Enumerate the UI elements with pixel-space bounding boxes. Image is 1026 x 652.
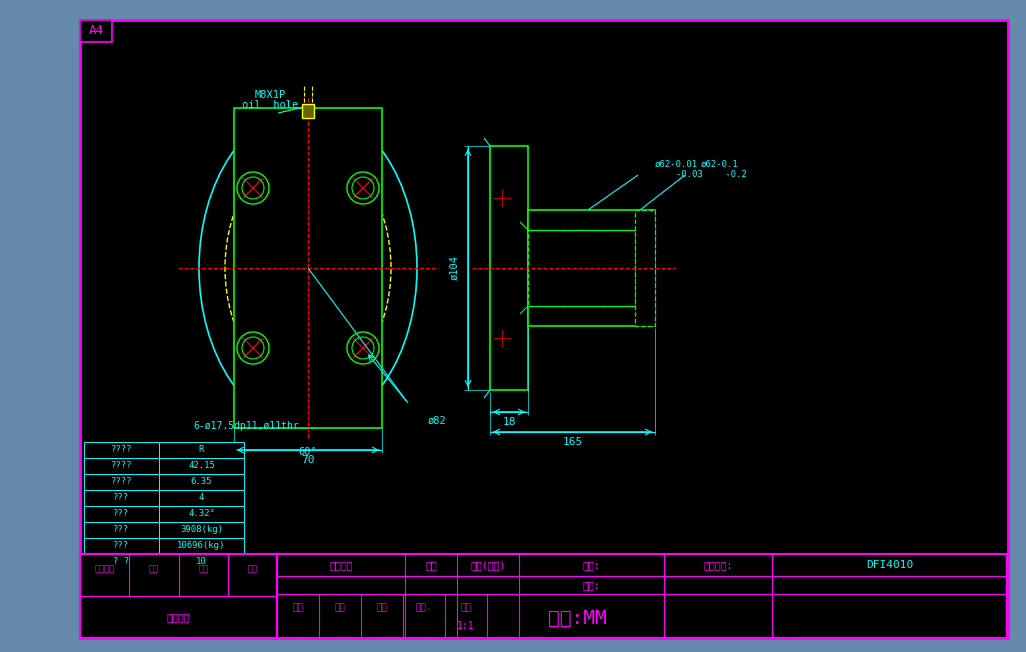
Text: 材料:: 材料:: [583, 580, 600, 590]
Bar: [84, 490, 159, 506]
Bar: [528, 230, 635, 306]
Text: 18: 18: [503, 417, 516, 427]
Text: R: R: [199, 445, 204, 454]
Text: 3908(kg): 3908(kg): [180, 526, 223, 535]
Bar: [159, 538, 244, 554]
Bar: [84, 554, 159, 570]
Bar: [80, 20, 112, 42]
Text: 绘图: 绘图: [292, 604, 304, 613]
Text: 参考图号:: 参考图号:: [703, 560, 733, 570]
Text: 6.35: 6.35: [191, 477, 212, 486]
Text: ????: ????: [111, 445, 132, 454]
Text: 日期: 日期: [198, 565, 208, 574]
Text: ???: ???: [114, 509, 129, 518]
Text: 单位:MM: 单位:MM: [548, 609, 606, 628]
Text: 客户确认: 客户确认: [167, 612, 190, 622]
Text: ø82: ø82: [428, 416, 446, 426]
Text: 4: 4: [199, 494, 204, 503]
Text: 比例: 比例: [461, 604, 471, 613]
Text: ? ?: ? ?: [114, 557, 129, 567]
Text: ????: ????: [111, 462, 132, 471]
Text: 165: 165: [562, 437, 583, 447]
Text: 审核: 审核: [377, 604, 388, 613]
Text: 4.32°: 4.32°: [188, 509, 214, 518]
Bar: [302, 104, 314, 118]
Bar: [234, 108, 382, 428]
Text: ø104: ø104: [449, 256, 459, 280]
Text: ø62-0.1
      -0.2: ø62-0.1 -0.2: [694, 159, 747, 179]
Text: ???: ???: [114, 542, 129, 550]
Bar: [84, 458, 159, 474]
Text: 6-ø17.5dp11,ø11thr: 6-ø17.5dp11,ø11thr: [193, 421, 299, 431]
Bar: [84, 522, 159, 538]
Text: 10: 10: [196, 557, 207, 567]
Text: 更改标记: 更改标记: [94, 565, 115, 574]
Text: M8X1P: M8X1P: [254, 90, 285, 100]
Text: 日期: 日期: [425, 560, 437, 570]
Bar: [84, 474, 159, 490]
Bar: [159, 554, 244, 570]
Text: DFI4010: DFI4010: [866, 560, 913, 570]
Bar: [159, 458, 244, 474]
Text: 数量(单台): 数量(单台): [470, 560, 506, 570]
Text: 视角.: 视角.: [416, 604, 432, 613]
Bar: [159, 442, 244, 458]
Bar: [159, 490, 244, 506]
Bar: [159, 522, 244, 538]
Text: ????: ????: [111, 477, 132, 486]
Bar: [80, 554, 277, 638]
Bar: [277, 554, 1007, 638]
Text: 1:1: 1:1: [458, 621, 475, 630]
Bar: [84, 538, 159, 554]
Bar: [84, 442, 159, 458]
Text: 10696(kg): 10696(kg): [177, 542, 226, 550]
Bar: [159, 474, 244, 490]
Text: A4: A4: [88, 25, 104, 38]
Text: ???: ???: [114, 494, 129, 503]
Text: ø62-0.01
     -0.03: ø62-0.01 -0.03: [649, 159, 703, 179]
Text: oil  hole: oil hole: [242, 100, 299, 110]
Text: 客户名称: 客户名称: [329, 560, 353, 570]
Text: ???: ???: [114, 526, 129, 535]
Bar: [528, 210, 655, 326]
Text: 型号:: 型号:: [583, 560, 600, 570]
Text: 签名: 签名: [247, 565, 258, 574]
Bar: [635, 210, 655, 326]
Bar: [84, 506, 159, 522]
Text: 42.15: 42.15: [188, 462, 214, 471]
Text: 处数: 处数: [149, 565, 159, 574]
Text: 设计: 设计: [334, 604, 346, 613]
Text: 60°: 60°: [299, 447, 317, 457]
Bar: [490, 146, 528, 390]
Bar: [159, 506, 244, 522]
Text: 70: 70: [302, 455, 315, 465]
